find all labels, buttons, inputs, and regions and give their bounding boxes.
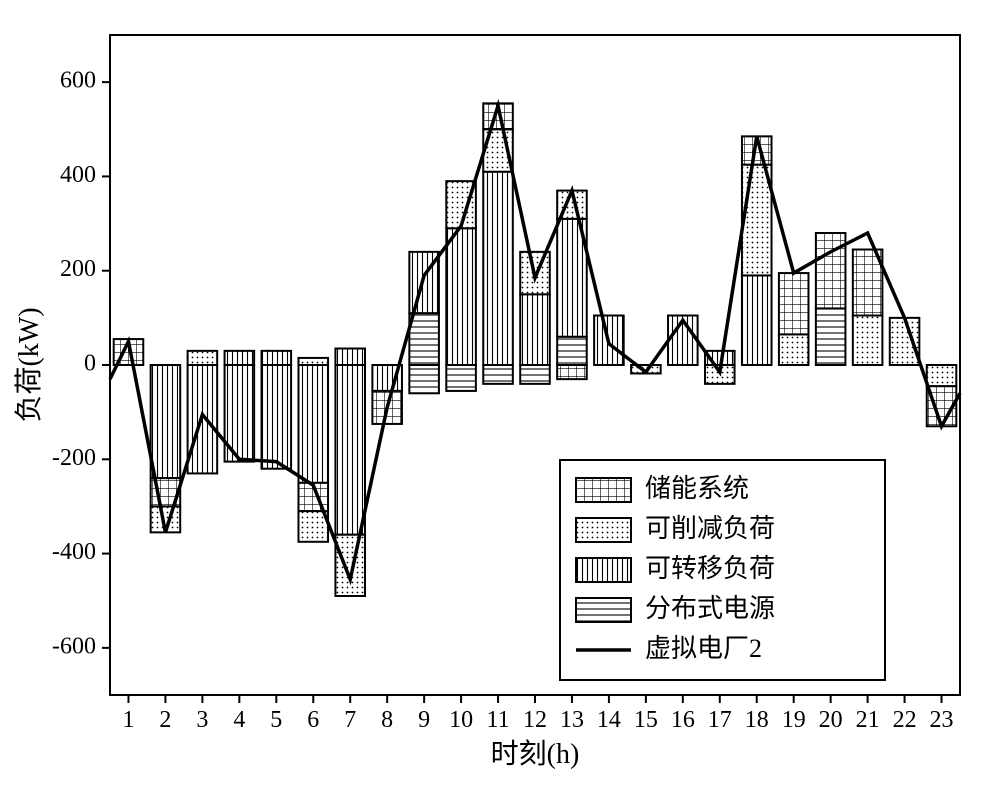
bar-segment [853,316,883,366]
x-tick-label: 10 [449,707,473,733]
x-tick-label: 20 [819,707,843,733]
bar-segment [335,535,365,596]
x-tick-label: 7 [344,707,356,733]
x-tick-label: 3 [196,707,208,733]
bar-segment [262,351,292,365]
legend-label: 可削减负荷 [645,514,775,543]
bar-segment [298,365,328,483]
bar-segment [742,275,772,365]
legend-swatch [576,598,631,622]
x-axis-label: 时刻(h) [491,738,580,770]
x-tick-label: 5 [270,707,282,733]
legend-swatch [576,518,631,542]
bar-segment [927,365,957,386]
x-tick-label: 11 [486,707,509,733]
y-tick-label: 200 [60,256,96,282]
y-tick-label: 0 [84,351,96,377]
legend-label: 可转移负荷 [645,554,775,583]
bar-segment [483,365,513,384]
chart-container: -600-400-2000200400600负荷(kW)123456789101… [0,0,1000,795]
y-tick-label: -200 [52,445,96,471]
y-tick-label: 600 [60,68,96,94]
bar-segment [188,351,218,365]
bar-segment [151,365,181,478]
bar-segment [335,349,365,366]
legend-label: 虚拟电厂2 [645,634,762,663]
bar-segment [483,172,513,365]
legend-swatch [576,558,631,582]
bar-segment [446,365,476,391]
x-tick-label: 8 [381,707,393,733]
x-tick-label: 18 [745,707,769,733]
y-axis-label: 负荷(kW) [13,307,45,422]
x-tick-label: 19 [782,707,806,733]
legend-label: 储能系统 [645,474,749,503]
x-tick-label: 22 [893,707,917,733]
x-tick-label: 13 [560,707,584,733]
legend-swatch [576,478,631,502]
bar-segment [446,228,476,365]
bar-segment [557,365,587,379]
x-tick-label: 6 [307,707,319,733]
bar-segment [520,365,550,384]
bar-segment [520,294,550,365]
x-tick-label: 12 [523,707,547,733]
bar-segment [816,233,846,308]
y-tick-label: -600 [52,633,96,659]
x-tick-label: 4 [233,707,245,733]
x-tick-label: 9 [418,707,430,733]
bar-segment [298,358,328,365]
x-tick-label: 2 [159,707,171,733]
legend-label: 分布式电源 [645,594,775,623]
y-tick-label: -400 [52,539,96,565]
bar-segment [335,365,365,535]
x-tick-label: 15 [634,707,658,733]
bar-segment [779,273,809,334]
bar-segment [262,365,292,469]
bar-segment [557,337,587,365]
bar-segment [409,365,439,393]
bar-segment [225,351,255,365]
y-tick-label: 400 [60,162,96,188]
x-tick-label: 16 [671,707,695,733]
bar-segment [409,313,439,365]
bar-segment [890,318,920,365]
bar-segment [816,308,846,365]
x-tick-label: 1 [122,707,134,733]
x-tick-label: 14 [597,707,621,733]
x-tick-label: 21 [856,707,880,733]
bar-segment [779,334,809,365]
x-tick-label: 23 [930,707,954,733]
x-tick-label: 17 [708,707,732,733]
